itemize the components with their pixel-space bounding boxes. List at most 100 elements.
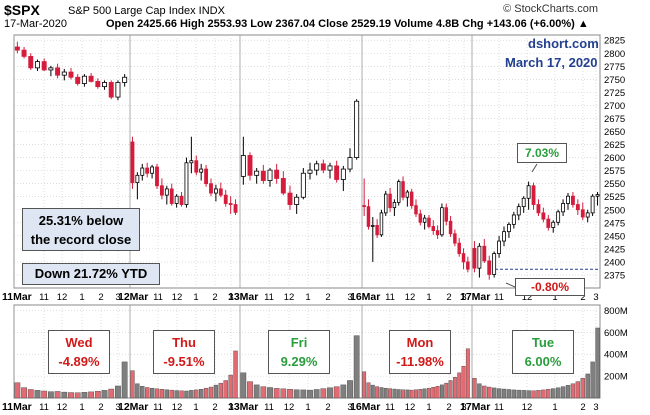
low-callout: -0.80%: [515, 278, 585, 296]
volume-bar: [370, 384, 375, 399]
candle-body: [209, 183, 213, 194]
volume-bar: [575, 381, 581, 399]
x-tick-label: 11: [385, 402, 395, 413]
x-tick-label: 11: [39, 402, 49, 413]
candle-body: [502, 231, 506, 242]
day-change-box-mon: Mon -11.98%: [389, 330, 451, 374]
x-tick-label: 11: [264, 292, 274, 303]
volume-bar: [135, 383, 140, 399]
ticker-symbol: $SPX: [4, 2, 40, 18]
source-date-label: March 17, 2020: [505, 55, 598, 70]
candle-body: [409, 191, 414, 206]
x-tick-label: 1: [193, 292, 198, 303]
x-tick-label: 3: [461, 292, 466, 303]
volume-tick-label: 800M: [604, 306, 628, 317]
x-tick-label: 1: [79, 292, 84, 303]
candle-body: [448, 220, 453, 235]
volume-bar: [253, 384, 260, 399]
volume-bar: [565, 385, 571, 399]
x-tick-label: 2: [98, 402, 103, 413]
candle-body: [174, 195, 179, 204]
x-tick-label: 3: [347, 292, 352, 303]
candle-body: [314, 163, 320, 171]
day-change-value: 6.00%: [524, 354, 562, 369]
price-tick-label: 2525: [604, 192, 625, 203]
day-change-box-wed: Wed -4.89%: [48, 330, 110, 374]
volume-bar: [418, 389, 423, 399]
candle-body: [427, 217, 431, 227]
x-tick-label: 11: [385, 292, 395, 303]
gain-callout-pointer: [531, 163, 538, 173]
x-tick-label: 13Mar: [228, 401, 258, 413]
volume-bar: [27, 389, 34, 399]
candle-body: [444, 207, 448, 222]
ytd-note: Down 21.72% YTD: [22, 263, 160, 285]
volume-bar: [115, 385, 121, 399]
volume-bar: [159, 389, 165, 399]
candle-body: [405, 191, 410, 198]
candle-body: [431, 226, 436, 232]
x-tick-label: 16Mar: [350, 401, 380, 413]
chart-date: 17-Mar-2020: [4, 18, 67, 30]
volume-tick-label: 400M: [604, 350, 628, 361]
candle-body: [551, 221, 556, 228]
candle-body: [595, 194, 600, 197]
volume-bar: [375, 386, 380, 399]
candle-body: [585, 212, 590, 218]
volume-bar: [88, 391, 95, 399]
record-close-note: 25.31% below the record close: [22, 208, 140, 251]
candle-body: [392, 202, 397, 209]
x-tick-label: 11: [494, 402, 504, 413]
candle-body: [307, 169, 313, 174]
candle-body: [371, 225, 375, 227]
candle-body: [379, 212, 384, 236]
day-change-value: -11.98%: [396, 354, 444, 369]
candle-body: [526, 185, 531, 199]
candle-body: [497, 240, 502, 254]
volume-bar: [320, 388, 327, 399]
candle-body: [461, 253, 466, 263]
x-tick-label: 2: [325, 292, 330, 303]
volume-bar: [174, 390, 179, 399]
candle-body: [531, 185, 536, 205]
candle-body: [435, 230, 440, 236]
candle-body: [34, 61, 40, 69]
volume-bar: [247, 381, 253, 399]
volume-bar: [595, 327, 600, 399]
x-tick-label: 11Mar: [2, 401, 32, 413]
candle-body: [375, 225, 379, 236]
volume-bar: [521, 390, 526, 399]
candle-body: [546, 218, 551, 228]
volume-bar: [145, 387, 150, 399]
x-tick-label: 12: [522, 402, 533, 413]
volume-bar: [154, 388, 160, 399]
volume-bar: [203, 387, 209, 399]
volume-bar: [487, 386, 492, 399]
volume-bar: [140, 385, 145, 399]
x-tick-label: 2: [446, 292, 451, 303]
x-tick-label: 12: [172, 292, 183, 303]
volume-bar: [461, 366, 466, 399]
candle-body: [388, 193, 392, 209]
day-change-label: Tue: [531, 335, 555, 350]
candle-body: [88, 75, 94, 82]
candle-body: [362, 205, 366, 208]
candle-body: [228, 203, 233, 205]
volume-bar: [439, 384, 444, 399]
candle-body: [396, 181, 401, 203]
volume-bar: [353, 335, 360, 399]
volume-bar: [444, 382, 449, 399]
x-tick-label: 11: [39, 292, 49, 303]
price-tick-label: 2500: [604, 205, 625, 216]
candle-body: [422, 217, 427, 223]
volume-bar: [313, 389, 320, 399]
volume-bar: [149, 387, 155, 399]
candle-body: [218, 188, 223, 196]
volume-bar: [414, 389, 418, 399]
volume-bar: [580, 378, 585, 399]
volume-bar: [307, 389, 313, 399]
volume-bar: [218, 382, 223, 399]
candle-body: [541, 212, 546, 220]
candle-body: [108, 82, 114, 98]
price-tick-label: 2725: [604, 88, 625, 99]
